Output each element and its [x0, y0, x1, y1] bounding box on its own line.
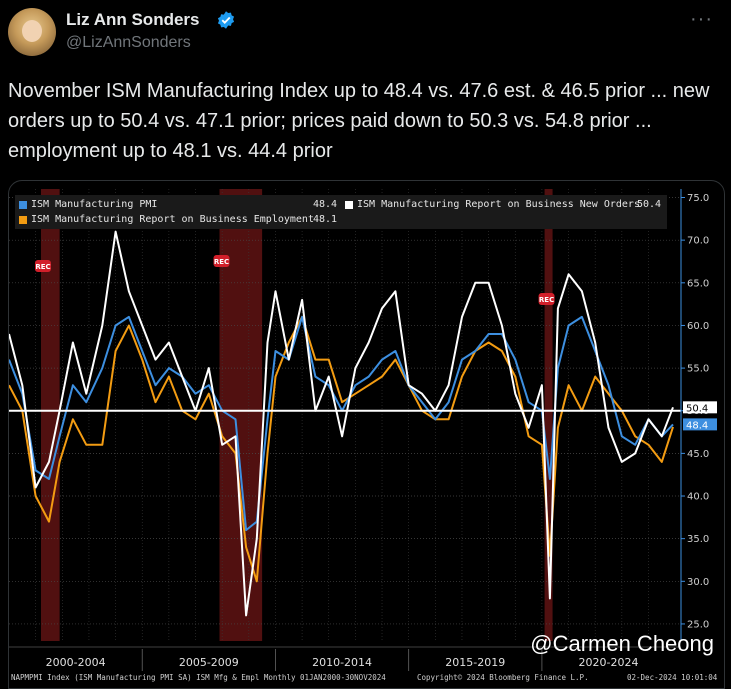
legend-label-new-orders: ISM Manufacturing Report on Business New… [357, 199, 640, 210]
y-tick-label: 70.0 [687, 236, 709, 247]
tweet-media-chart[interactable]: RECRECREC75.070.065.060.055.050.045.040.… [8, 180, 725, 689]
avatar[interactable] [8, 8, 56, 56]
legend-swatch-new-orders [345, 201, 353, 209]
recession-label: REC [539, 296, 554, 304]
author-handle[interactable]: @LizAnnSonders [66, 34, 191, 51]
y-tick-label: 55.0 [687, 364, 709, 375]
x-tick-label: 2015-2019 [445, 656, 505, 669]
recession-band [544, 189, 553, 641]
recession-label: REC [214, 258, 229, 266]
legend-value-pmi: 48.4 [313, 199, 338, 210]
recession-band [40, 189, 60, 641]
recession-marker [538, 293, 555, 305]
x-tick-label: 2005-2009 [179, 656, 239, 669]
legend-value-employment: 48.1 [313, 214, 338, 225]
footer-timestamp: 02-Dec-2024 10:01:04 [627, 673, 718, 682]
series-line-0 [9, 315, 674, 532]
footer-source: NAPMPMI Index (ISM Manufacturing PMI SA)… [11, 673, 386, 682]
more-options-icon[interactable]: ··· [690, 8, 713, 30]
x-tick-label: 2020-2024 [579, 656, 639, 669]
legend-swatch-employment [19, 216, 27, 224]
y-tick-label: 45.0 [687, 449, 709, 460]
legend-label-pmi: ISM Manufacturing PMI [31, 199, 158, 210]
recession-label: REC [35, 263, 50, 271]
y-tick-label: 30.0 [687, 577, 709, 588]
y-tick-label: 65.0 [687, 278, 709, 289]
x-tick-label: 2010-2014 [312, 656, 372, 669]
x-tick-label: 2000-2004 [46, 656, 106, 669]
legend-label-employment: ISM Manufacturing Report on Business Emp… [31, 214, 314, 225]
footer-copyright: Copyright© 2024 Bloomberg Finance L.P. [417, 673, 589, 682]
author-name[interactable]: Liz Ann Sonders [66, 10, 200, 29]
y-tick-label: 60.0 [687, 321, 709, 332]
series-line-2 [9, 315, 674, 583]
last-value-label: 48.4 [686, 420, 708, 431]
chart-svg: RECRECREC75.070.065.060.055.050.045.040.… [9, 189, 717, 671]
verified-badge-icon [217, 11, 235, 29]
last-value-box [683, 418, 717, 431]
recession-marker [34, 260, 51, 272]
series-line-1 [9, 230, 674, 617]
chart-legend: ISM Manufacturing PMI 48.4 ISM Manufactu… [15, 195, 667, 229]
y-tick-label: 35.0 [687, 534, 709, 545]
legend-swatch-pmi [19, 201, 27, 209]
legend-value-new-orders: 50.4 [637, 199, 662, 210]
y-tick-label: 25.0 [687, 619, 709, 630]
tweet-text: November ISM Manufacturing Index up to 4… [8, 80, 710, 162]
watermark-text: @Carmen Cheong [530, 631, 714, 656]
last-value-label: 50.4 [686, 403, 708, 414]
y-tick-label: 40.0 [687, 492, 709, 503]
last-value-box [683, 401, 717, 414]
recession-marker [213, 255, 230, 267]
y-tick-label: 75.0 [687, 193, 709, 204]
